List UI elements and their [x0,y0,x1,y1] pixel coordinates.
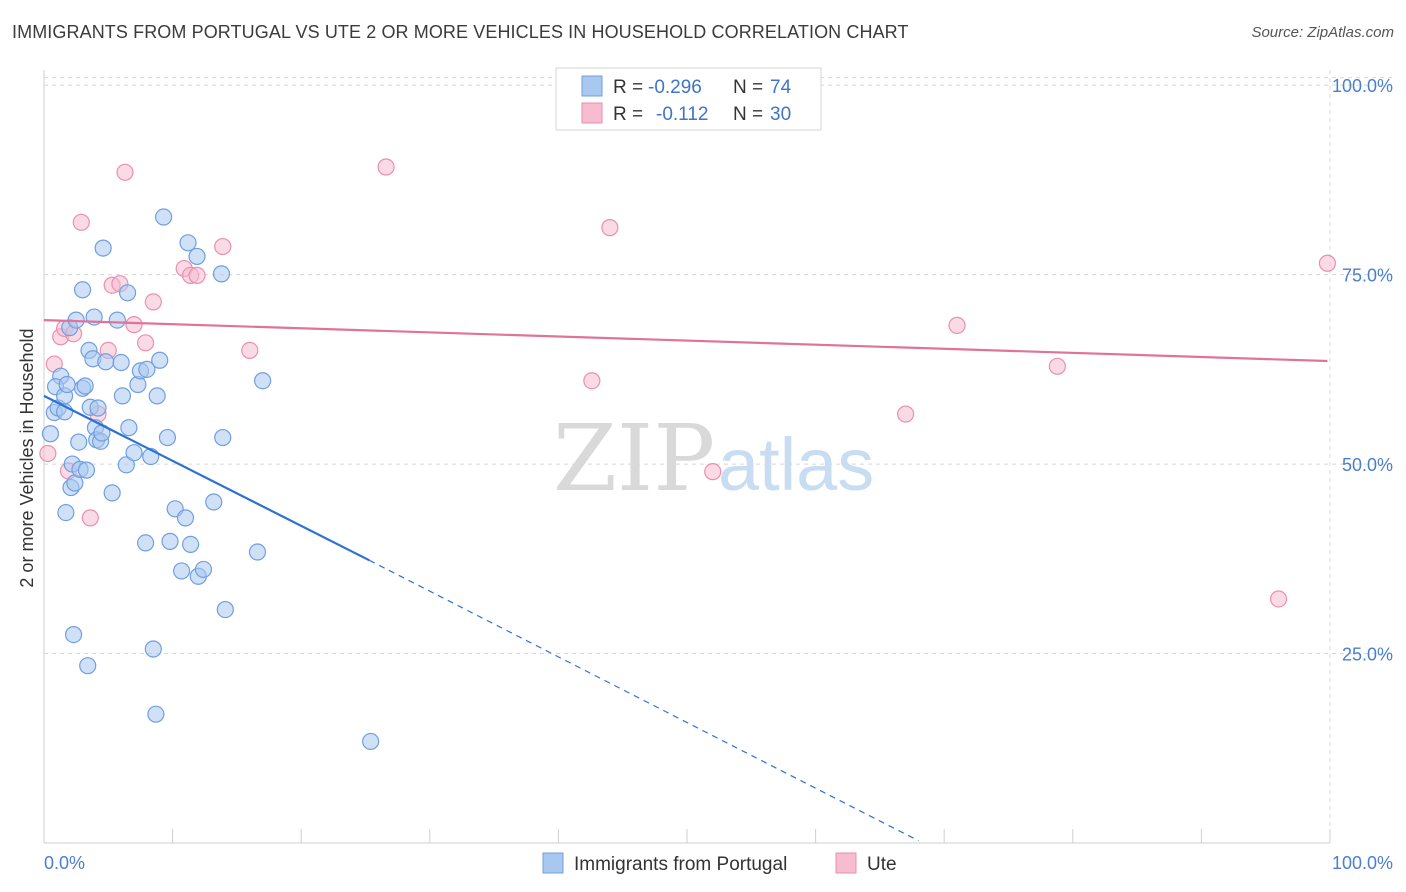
portugal-point-21 [79,657,97,675]
y-tick-label-100: 100.0% [1332,76,1393,96]
ute-point-24 [704,463,722,481]
y-tick-label-50: 50.0% [1342,455,1393,475]
legend-swatch-ute [835,852,857,874]
ute-point-0 [39,444,57,463]
ute-point-22 [583,372,601,390]
portugal-point-0 [41,425,60,443]
portugal-point-38 [118,284,137,302]
watermark-atlas: atlas [718,423,874,506]
portugal-point-12 [64,625,83,644]
stats-r-label-portugal: R = [613,77,643,98]
portugal-point-52 [161,532,179,550]
ute-point-23 [601,219,619,237]
ute-point-18 [188,266,206,284]
stats-swatch-ute [581,102,603,124]
portugal-point-40 [125,444,143,462]
watermark-zip: ZIP [553,405,715,512]
stats-r-label-ute: R = [613,104,643,125]
portugal-point-66 [254,372,272,390]
stats-n-label-ute: N = [733,104,763,125]
portugal-point-7 [58,375,76,394]
portugal-point-31 [94,239,112,257]
portugal-point-64 [216,600,234,619]
y-tick-labels: 25.0% 50.0% 75.0% 100.0% [1332,76,1393,664]
portugal-point-39 [120,419,138,437]
stats-r-value-portugal: -0.296 [648,77,702,98]
portugal-point-56 [179,234,197,252]
portugal-point-32 [97,353,115,371]
portugal-point-33 [103,484,121,502]
portugal-point-28 [89,399,107,417]
portugal-point-57 [182,535,200,554]
y-tick-label-25: 25.0% [1342,645,1393,665]
portugal-point-43 [136,534,155,552]
portugal-point-55 [176,509,195,527]
ute-point-19 [214,237,232,256]
x-tick-label-min: 0.0% [44,853,85,873]
portugal-point-19 [76,377,94,395]
portugal-point-35 [112,353,130,372]
portugal-point-34 [108,311,126,329]
portugal-point-17 [73,281,92,299]
chart-title: IMMIGRANTS FROM PORTUGAL VS UTE 2 OR MOR… [12,22,909,42]
portugal-point-51 [158,428,177,447]
watermark: ZIP atlas [553,405,874,512]
ute-point-26 [948,316,966,334]
portugal-point-67 [362,732,380,751]
ute-point-20 [241,341,259,360]
portugal-point-36 [113,387,132,405]
stats-n-value-portugal: 74 [770,77,792,98]
ute-point-15 [144,293,162,311]
portugal-point-65 [248,543,267,561]
x-tick-label-max: 100.0% [1332,853,1393,873]
y-tick-label-75: 75.0% [1342,266,1393,286]
stats-n-label-portugal: N = [733,77,763,98]
stats-r-value-ute: -0.112 [656,104,708,125]
portugal-point-15 [70,433,88,451]
portugal-point-62 [212,265,231,283]
series-ute-points [39,158,1337,608]
ute-point-7 [81,509,99,527]
ute-point-12 [116,163,134,181]
ute-point-13 [125,316,143,334]
portugal-point-61 [205,493,223,511]
portugal-point-49 [151,351,169,369]
legend-label-portugal: Immigrants from Portugal [574,854,787,875]
x-axis-ticks [43,829,1331,843]
y-axis-title: 2 or more Vehicles in Household [17,328,37,587]
portugal-point-48 [148,387,166,405]
stats-box: R = -0.296 N = 74 R = -0.112 N = 30 [555,67,822,131]
ute-point-28 [1269,590,1288,608]
trend-line-portugal [43,394,370,562]
trend-line-portugal-extension [369,559,919,842]
ute-point-14 [136,334,155,352]
legend-swatch-portugal [542,852,564,874]
ute-point-29 [1318,254,1337,272]
portugal-point-50 [154,208,173,226]
portugal-point-46 [144,640,162,658]
portugal-point-60 [194,560,213,579]
portugal-point-47 [147,705,165,723]
portugal-point-58 [188,247,206,266]
portugal-point-9 [57,503,75,522]
stats-n-value-ute: 30 [770,104,791,125]
trend-line-ute [43,318,1328,363]
stats-swatch-portugal [581,75,603,97]
ute-point-25 [897,405,915,423]
ute-point-27 [1048,357,1066,375]
legend: Immigrants from Portugal Ute [542,852,897,875]
ute-point-21 [377,158,395,176]
ute-point-6 [72,213,90,231]
trend-lines [43,318,1328,842]
portugal-point-44 [138,360,156,378]
portugal-point-63 [214,428,232,447]
portugal-point-54 [173,562,191,580]
series-portugal-points [41,208,380,751]
portugal-point-37 [117,456,135,474]
source-credit: Source: ZipAtlas.com [1251,24,1394,41]
legend-label-ute: Ute [867,854,897,875]
portugal-point-20 [77,461,96,479]
